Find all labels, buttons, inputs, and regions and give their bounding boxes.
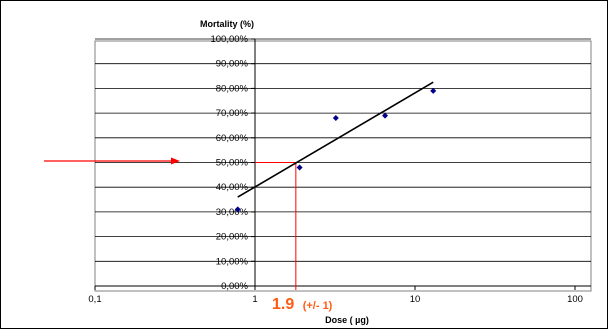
- x-tick-label: 0,1: [88, 294, 101, 305]
- y-tick-label: 40,00%: [216, 182, 249, 193]
- y-tick-label: 20,00%: [216, 232, 249, 243]
- y-tick-label: 30,00%: [216, 207, 249, 218]
- x-axis-label: Dose ( µg): [325, 315, 369, 325]
- axis-layer: 0,00%10,00%20,00%30,00%40,00%50,00%60,00…: [88, 34, 591, 305]
- chart-title: Mortality (%): [200, 19, 254, 29]
- grid-layer: [95, 38, 591, 262]
- data-point: [382, 112, 389, 119]
- ld50-value: 1.9: [272, 296, 294, 313]
- y-tick-label: 50,00%: [216, 158, 249, 169]
- x-tick-label: 10: [410, 294, 421, 305]
- y-tick-label: 100,00%: [210, 34, 248, 45]
- y-tick-label: 70,00%: [216, 108, 249, 119]
- plot-area-border: [94, 40, 592, 292]
- y-tick-label: 80,00%: [216, 83, 249, 94]
- y-tick-label: 90,00%: [216, 59, 249, 70]
- data-point: [332, 115, 339, 122]
- pointer-arrow-head: [171, 157, 180, 165]
- y-tick-label: 60,00%: [216, 133, 249, 144]
- data-point: [430, 87, 437, 94]
- data-point: [234, 206, 241, 213]
- trendline: [237, 81, 434, 198]
- data-layer: [234, 81, 437, 213]
- x-tick-label: 100: [567, 294, 583, 305]
- ld50-label: 1.9 (+/- 1): [272, 296, 333, 313]
- x-tick-label: 1: [252, 294, 257, 305]
- ld50-error: (+/- 1): [303, 300, 333, 312]
- annotation-layer: [44, 157, 297, 290]
- y-tick-label: 10,00%: [216, 256, 249, 267]
- data-point: [296, 164, 303, 171]
